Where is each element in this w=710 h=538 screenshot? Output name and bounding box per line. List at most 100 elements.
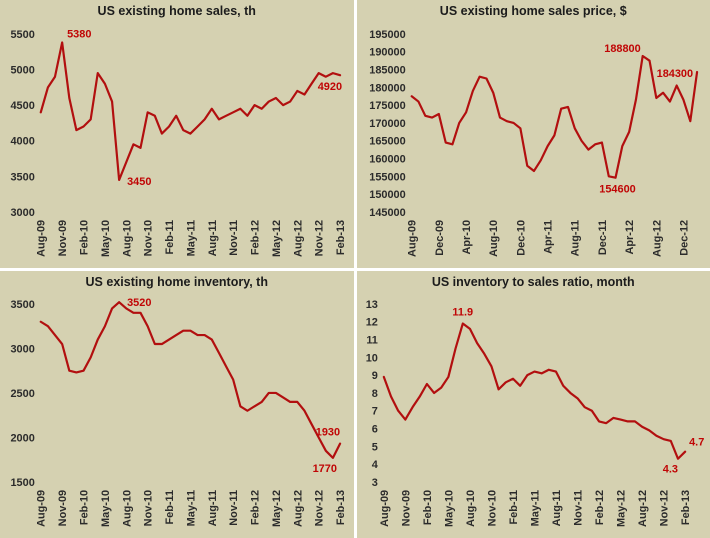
x-tick-label: Aug-12 xyxy=(637,490,649,527)
x-tick-label: Feb-13 xyxy=(335,220,347,255)
x-tick-label: Aug-11 xyxy=(207,220,219,256)
x-tick-label: May-10 xyxy=(100,490,112,527)
y-tick-label: 3500 xyxy=(10,299,34,311)
y-tick-label: 10 xyxy=(365,353,377,365)
x-tick-label: May-10 xyxy=(443,490,455,527)
y-tick-label: 12 xyxy=(365,317,377,329)
price-chart-canvas: 145000 150000 155000 160000 165000 170000 1750… xyxy=(369,29,698,257)
x-tick-label: Aug-10 xyxy=(121,490,133,527)
x-tick-label: Feb-12 xyxy=(594,490,606,525)
y-tick-label: 185000 xyxy=(369,64,405,76)
y-tick-label: 1500 xyxy=(10,477,34,489)
x-tick-label: Aug-11 xyxy=(207,490,219,526)
x-tick-label: May-11 xyxy=(185,220,197,256)
x-tick-label: Dec-09 xyxy=(433,220,445,256)
y-tick-label: 180000 xyxy=(369,82,405,94)
x-tick-label: Dec-11 xyxy=(596,220,608,255)
x-tick-label: Feb-11 xyxy=(507,490,519,525)
x-tick-label: May-11 xyxy=(529,490,541,526)
annotation-label: 4920 xyxy=(318,81,342,93)
x-tick-label: Feb-10 xyxy=(79,490,91,525)
y-tick-label: 2000 xyxy=(10,433,34,445)
sales-chart-canvas: 3000 3500 4000 4500 5000 5500 Aug-09 Nov-09 Feb-… xyxy=(10,28,347,257)
y-tick-label: 150000 xyxy=(369,189,405,201)
x-tick-label: Feb-13 xyxy=(335,490,347,525)
x-tick-label: May-12 xyxy=(271,490,283,527)
y-tick-label: 7 xyxy=(371,406,377,418)
x-tick-label: Aug-12 xyxy=(292,490,304,527)
y-tick-label: 5000 xyxy=(10,64,34,76)
x-tick-label: Aug-09 xyxy=(36,220,48,257)
x-tick-label: Nov-11 xyxy=(572,490,584,526)
x-tick-label: Feb-10 xyxy=(421,490,433,525)
y-tick-label: 4000 xyxy=(10,136,34,148)
x-tick-label: Aug-10 xyxy=(121,220,133,257)
x-tick-label: Nov-10 xyxy=(143,490,155,526)
y-tick-label: 3 xyxy=(371,477,377,489)
x-tick-label: Aug-10 xyxy=(464,490,476,527)
x-tick-label: Apr-11 xyxy=(542,220,554,254)
y-tick-label: 8 xyxy=(371,388,377,400)
annotation-label: 11.9 xyxy=(452,307,473,319)
x-tick-label: May-11 xyxy=(185,490,197,526)
x-tick-label: Feb-11 xyxy=(164,220,176,255)
y-tick-label: 4 xyxy=(371,459,378,471)
annotation-label: 3520 xyxy=(127,298,151,310)
x-tick-label: Feb-12 xyxy=(250,220,262,255)
annotation-label: 5380 xyxy=(67,28,91,40)
x-tick-label: Dec-10 xyxy=(515,220,527,256)
x-tick-label: Aug-12 xyxy=(292,220,304,257)
annotation-label: 154600 xyxy=(599,184,635,196)
x-tick-label: Apr-12 xyxy=(624,220,636,255)
y-tick-label: 160000 xyxy=(369,153,405,165)
x-tick-label: Nov-11 xyxy=(228,220,240,256)
x-tick-label: Feb-12 xyxy=(250,490,262,525)
x-tick-label: Nov-09 xyxy=(400,490,412,526)
x-tick-label: Nov-12 xyxy=(314,490,326,526)
ratio-chart-panel: US inventory to sales ratio, month 3 4 5 6 7… xyxy=(356,270,710,538)
x-tick-label: Nov-10 xyxy=(486,490,498,526)
x-tick-label: Feb-13 xyxy=(680,490,692,525)
annotation-label: 3450 xyxy=(127,176,151,188)
chart-title: US inventory to sales ratio, month xyxy=(431,274,635,289)
y-tick-label: 13 xyxy=(365,299,377,311)
x-tick-label: Aug-12 xyxy=(651,220,663,257)
inventory-chart-panel: US existing home inventory, th 1500 2000 2… xyxy=(0,270,354,538)
y-tick-label: 4500 xyxy=(10,100,34,112)
x-tick-label: Nov-09 xyxy=(57,220,69,256)
x-tick-label: May-12 xyxy=(615,490,627,527)
x-tick-label: Aug-10 xyxy=(488,220,500,257)
y-tick-label: 2500 xyxy=(10,388,34,400)
y-tick-label: 155000 xyxy=(369,171,405,183)
y-tick-label: 11 xyxy=(366,335,378,347)
x-tick-label: Nov-12 xyxy=(658,490,670,526)
annotation-label: 184300 xyxy=(656,68,692,80)
y-tick-label: 6 xyxy=(371,424,377,436)
series-line xyxy=(39,301,342,460)
y-tick-label: 190000 xyxy=(369,47,405,59)
series-line xyxy=(382,322,686,461)
sales-chart-panel: US existing home sales, th 3000 3500 4000 4… xyxy=(0,0,354,268)
y-tick-label: 9 xyxy=(371,371,377,383)
x-tick-label: Nov-09 xyxy=(57,490,69,526)
annotation-label: 188800 xyxy=(604,43,640,55)
x-tick-label: Feb-10 xyxy=(79,220,91,255)
x-tick-label: Feb-11 xyxy=(164,490,176,525)
inventory-chart-canvas: 1500 2000 2500 3000 3500 Aug-09 Nov-09 Feb-10 Ma… xyxy=(10,298,347,528)
x-tick-label: Dec-12 xyxy=(678,220,690,256)
y-tick-label: 145000 xyxy=(369,207,405,219)
x-tick-label: May-10 xyxy=(100,220,112,257)
price-chart-panel: US existing home sales price, $ 145000 15… xyxy=(356,0,710,268)
series-line xyxy=(39,41,342,181)
y-tick-label: 195000 xyxy=(369,29,405,41)
y-tick-label: 3500 xyxy=(10,171,34,183)
x-tick-label: Aug-09 xyxy=(378,490,390,527)
x-tick-label: Aug-11 xyxy=(550,490,562,526)
series-line xyxy=(410,54,698,179)
x-tick-label: Aug-09 xyxy=(36,490,48,527)
annotation-label: 1930 xyxy=(316,427,340,439)
ratio-chart-canvas: 3 4 5 6 7 8 9 10 11 12 13 Aug-09 Nov-09 Feb-10 May-10 A… xyxy=(365,299,704,527)
x-tick-label: Nov-11 xyxy=(228,490,240,526)
chart-title: US existing home sales, th xyxy=(97,4,256,18)
